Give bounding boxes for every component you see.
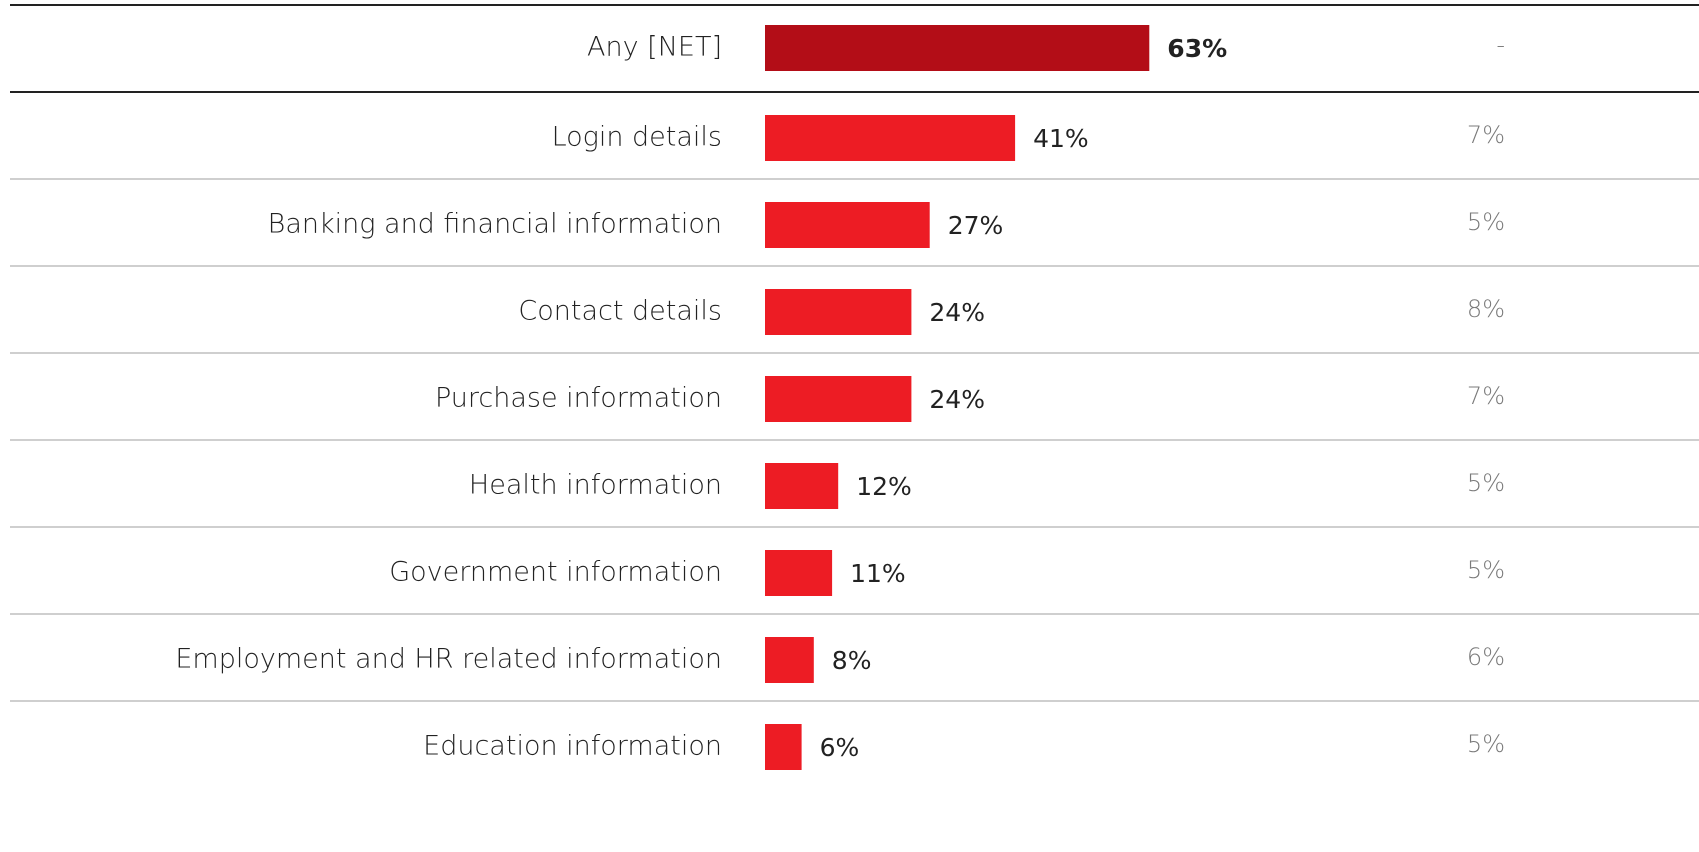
category-label: Contact details xyxy=(518,296,722,327)
value-label: 11% xyxy=(850,559,906,588)
side-label: 5% xyxy=(1467,208,1505,236)
side-label: 7% xyxy=(1467,121,1505,149)
value-label: 24% xyxy=(929,298,985,327)
side-label: 5% xyxy=(1467,469,1505,497)
category-label: Health information xyxy=(469,470,722,501)
bar xyxy=(765,637,814,683)
bar xyxy=(765,202,930,248)
category-label: Any [NET] xyxy=(587,32,722,63)
category-label: Employment and HR related information xyxy=(175,644,722,675)
category-label: Login details xyxy=(552,122,722,153)
value-label: 27% xyxy=(948,211,1004,240)
bar xyxy=(765,550,833,596)
side-label: 7% xyxy=(1467,382,1505,410)
category-label: Education information xyxy=(423,731,722,762)
value-label: 24% xyxy=(929,385,985,414)
bar xyxy=(765,463,839,509)
side-label: - xyxy=(1496,31,1505,59)
bar xyxy=(765,25,1150,71)
side-label: 5% xyxy=(1467,556,1505,584)
category-label: Banking and financial information xyxy=(268,209,722,240)
bar xyxy=(765,376,912,422)
category-label: Government information xyxy=(389,557,722,588)
value-label: 8% xyxy=(832,646,872,675)
side-label: 8% xyxy=(1467,295,1505,323)
side-label: 6% xyxy=(1467,643,1505,671)
bar xyxy=(765,724,802,770)
bar xyxy=(765,289,912,335)
category-label: Purchase information xyxy=(435,383,722,414)
value-label: 12% xyxy=(856,472,912,501)
value-label: 6% xyxy=(820,733,860,762)
value-label: 63% xyxy=(1167,34,1227,63)
side-label: 5% xyxy=(1467,730,1505,758)
bar xyxy=(765,115,1016,161)
value-label: 41% xyxy=(1033,124,1089,153)
